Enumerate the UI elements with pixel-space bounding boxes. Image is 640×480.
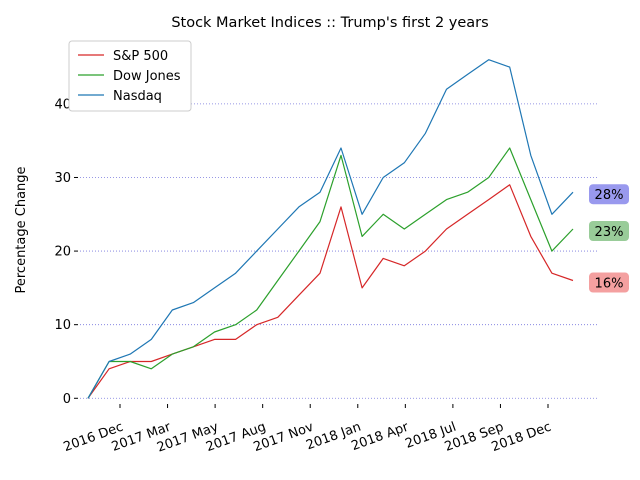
legend: S&P 500 Dow Jones Nasdaq — [68, 40, 192, 112]
chart-title: Stock Market Indices :: Trump's first 2 … — [171, 15, 488, 31]
legend-entry: S&P 500 — [78, 49, 168, 64]
y-tick-label: 10 — [54, 318, 71, 333]
legend-label: Nasdaq — [113, 89, 162, 104]
legend-label: Dow Jones — [113, 69, 181, 84]
end-label-text: 16% — [595, 277, 624, 292]
series-line-nasdaq — [87, 59, 574, 399]
end-label-text: 28% — [595, 188, 624, 203]
y-tick-label: 20 — [54, 245, 71, 260]
legend-entry: Dow Jones — [78, 69, 181, 84]
grid — [80, 103, 598, 399]
legend-entry: Nasdaq — [78, 89, 162, 104]
y-tick-label: 30 — [54, 171, 71, 186]
end-label-text: 23% — [595, 225, 624, 240]
end-label-dow-jones: 23% — [589, 221, 629, 241]
y-axis: 0 10 20 30 40 — [54, 97, 78, 407]
end-label-badge — [589, 272, 629, 293]
end-label-badge — [589, 221, 629, 241]
end-label-badge — [589, 184, 629, 205]
y-axis-label: Percentage Change — [14, 166, 29, 293]
end-labels: 16% 23% 28% — [589, 184, 629, 293]
legend-box — [68, 40, 192, 112]
y-tick-label: 40 — [54, 97, 71, 112]
series-line-dow-jones — [87, 147, 574, 399]
series-lines — [87, 59, 574, 399]
legend-label: S&P 500 — [113, 49, 168, 64]
series-line-s-p-500 — [87, 184, 574, 399]
end-label-nasdaq: 28% — [589, 184, 629, 205]
end-label-s-p-500: 16% — [589, 272, 629, 293]
y-tick-label: 0 — [63, 392, 71, 407]
